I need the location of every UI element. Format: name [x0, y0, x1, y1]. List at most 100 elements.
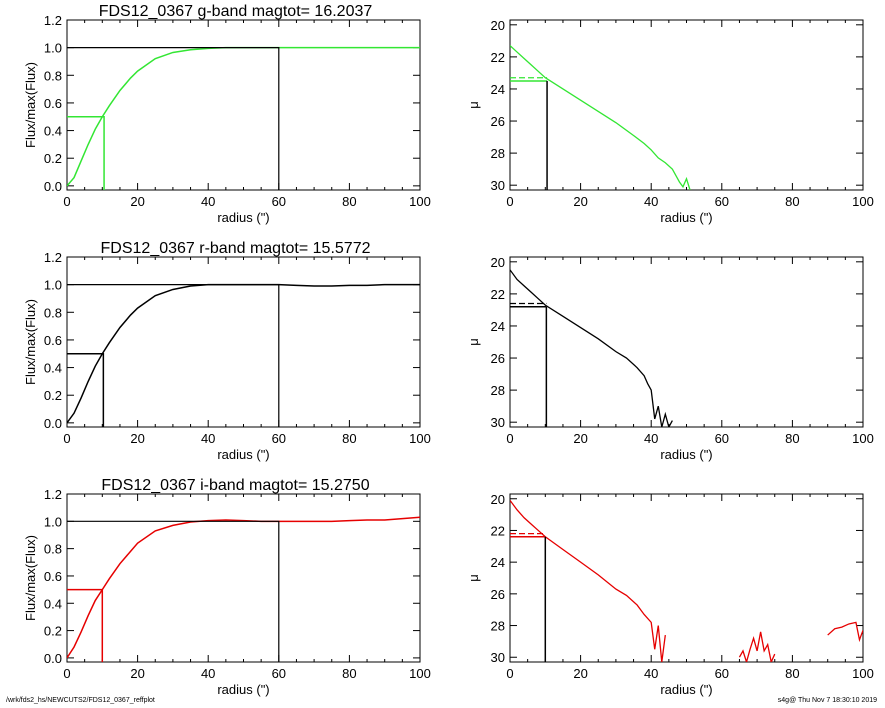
y-tick-label: 0.2: [44, 624, 62, 639]
half-light-marker: [67, 352, 105, 427]
x-tick-label: 20: [130, 194, 144, 209]
y-tick-label: 20: [491, 18, 505, 33]
y-tick-label: 20: [491, 492, 505, 507]
x-tick-label: 60: [272, 431, 286, 446]
x-tick-label: 100: [409, 666, 431, 681]
x-tick-label: 80: [785, 666, 799, 681]
y-tick-label: 1.0: [44, 41, 62, 56]
y-tick-label: 22: [491, 50, 505, 65]
sb-profile: [510, 45, 691, 190]
panel-2: 0 20 40 60 80 100 20 22 24 26 28 30 radius (") μ: [466, 18, 874, 225]
axes-frame: [66, 493, 421, 663]
axes-frame: [509, 493, 864, 663]
y-tick-label: 0.6: [44, 569, 62, 584]
x-tick-label: 60: [272, 666, 286, 681]
x-axis-label: radius ("): [660, 210, 712, 225]
x-tick-label: 60: [715, 431, 729, 446]
y-tick-label: 0.6: [44, 96, 62, 111]
x-tick-label: 60: [715, 666, 729, 681]
sb-profile: [510, 269, 673, 427]
x-tick-label: 20: [130, 666, 144, 681]
panel-5: 0 20 40 60 80 100 0.0 0.2 0.4 0.6 0.8 1.0 1.2 radius …: [23, 477, 431, 697]
x-tick-label: 0: [63, 666, 70, 681]
growth-curve: [67, 46, 420, 187]
x-tick-label: 0: [63, 431, 70, 446]
y-tick-label: 1.2: [44, 13, 62, 28]
sb-profile: [510, 499, 666, 662]
y-tick-label: 0.4: [44, 361, 62, 376]
panel-1: 0 20 40 60 80 100 0.0 0.2 0.4 0.6 0.8 1.0 1.2 radius …: [23, 3, 431, 225]
x-tick-label: 20: [573, 431, 587, 446]
x-tick-label: 100: [852, 666, 874, 681]
y-tick-label: 0.6: [44, 333, 62, 348]
data-layer: [510, 499, 863, 662]
y-tick-label: 28: [491, 146, 505, 161]
y-axis-label: μ: [466, 101, 481, 109]
half-light-marker: [67, 588, 104, 662]
sb-profile: [827, 621, 863, 643]
data-layer: [67, 46, 420, 190]
x-tick-label: 40: [644, 194, 658, 209]
x-tick-label: 100: [852, 194, 874, 209]
footer-path: /wrk/fds2_hs/NEWCUTS2/FDS12_0367_reffplo…: [6, 697, 155, 704]
x-tick-label: 20: [573, 194, 587, 209]
y-tick-label: 24: [491, 319, 505, 334]
x-axis-label: radius ("): [660, 682, 712, 697]
data-layer: [510, 45, 691, 190]
normalization-marker: [67, 520, 280, 662]
y-tick-label: 26: [491, 114, 505, 129]
y-tick-label: 22: [491, 523, 505, 538]
panel-title: FDS12_0367 g-band magtot= 16.2037: [99, 3, 373, 20]
panel-3: 0 20 40 60 80 100 0.0 0.2 0.4 0.6 0.8 1.0 1.2 radius …: [23, 240, 431, 462]
y-tick-label: 26: [491, 351, 505, 366]
y-axis-label: μ: [466, 574, 481, 582]
y-tick-label: 28: [491, 383, 505, 398]
y-tick-label: 24: [491, 82, 505, 97]
x-tick-label: 80: [342, 431, 356, 446]
growth-curve: [67, 283, 420, 424]
x-tick-label: 80: [342, 666, 356, 681]
x-axis-label: radius ("): [660, 447, 712, 462]
x-tick-label: 40: [644, 666, 658, 681]
x-tick-label: 40: [201, 666, 215, 681]
data-layer: [510, 269, 673, 427]
x-tick-label: 20: [573, 666, 587, 681]
x-tick-label: 100: [409, 194, 431, 209]
y-tick-label: 28: [491, 619, 505, 634]
x-tick-label: 60: [272, 194, 286, 209]
sb-profile: [738, 631, 776, 662]
y-tick-label: 30: [491, 178, 505, 193]
normalization-marker: [67, 284, 280, 427]
growth-curve: [67, 516, 420, 659]
x-axis-label: radius ("): [217, 210, 269, 225]
y-tick-label: 0.8: [44, 305, 62, 320]
x-tick-label: 80: [785, 431, 799, 446]
y-tick-label: 0.4: [44, 596, 62, 611]
y-tick-label: 24: [491, 555, 505, 570]
panel-6: 0 20 40 60 80 100 20 22 24 26 28 30 radius (") μ: [466, 492, 874, 697]
y-axis-label: Flux/max(Flux): [23, 62, 38, 148]
y-tick-label: 0.8: [44, 542, 62, 557]
y-tick-label: 1.2: [44, 250, 62, 265]
y-tick-label: 0.4: [44, 124, 62, 139]
data-layer: [67, 283, 420, 427]
x-tick-label: 100: [409, 431, 431, 446]
x-axis-label: radius ("): [217, 682, 269, 697]
axes-frame: [509, 256, 864, 428]
y-tick-label: 22: [491, 287, 505, 302]
y-tick-label: 0.0: [44, 651, 62, 666]
axes-frame: [66, 256, 421, 428]
x-tick-label: 0: [506, 194, 513, 209]
y-tick-label: 1.0: [44, 278, 62, 293]
x-tick-label: 0: [506, 431, 513, 446]
y-tick-label: 1.0: [44, 514, 62, 529]
axes-frame: [66, 19, 421, 191]
half-light-marker: [67, 115, 105, 190]
x-axis-label: radius ("): [217, 447, 269, 462]
y-axis-label: Flux/max(Flux): [23, 535, 38, 621]
y-tick-label: 0.0: [44, 416, 62, 431]
y-tick-label: 1.2: [44, 487, 62, 502]
x-tick-label: 40: [644, 431, 658, 446]
normalization-marker: [67, 47, 280, 190]
panel-4: 0 20 40 60 80 100 20 22 24 26 28 30 radius (") μ: [466, 255, 874, 462]
